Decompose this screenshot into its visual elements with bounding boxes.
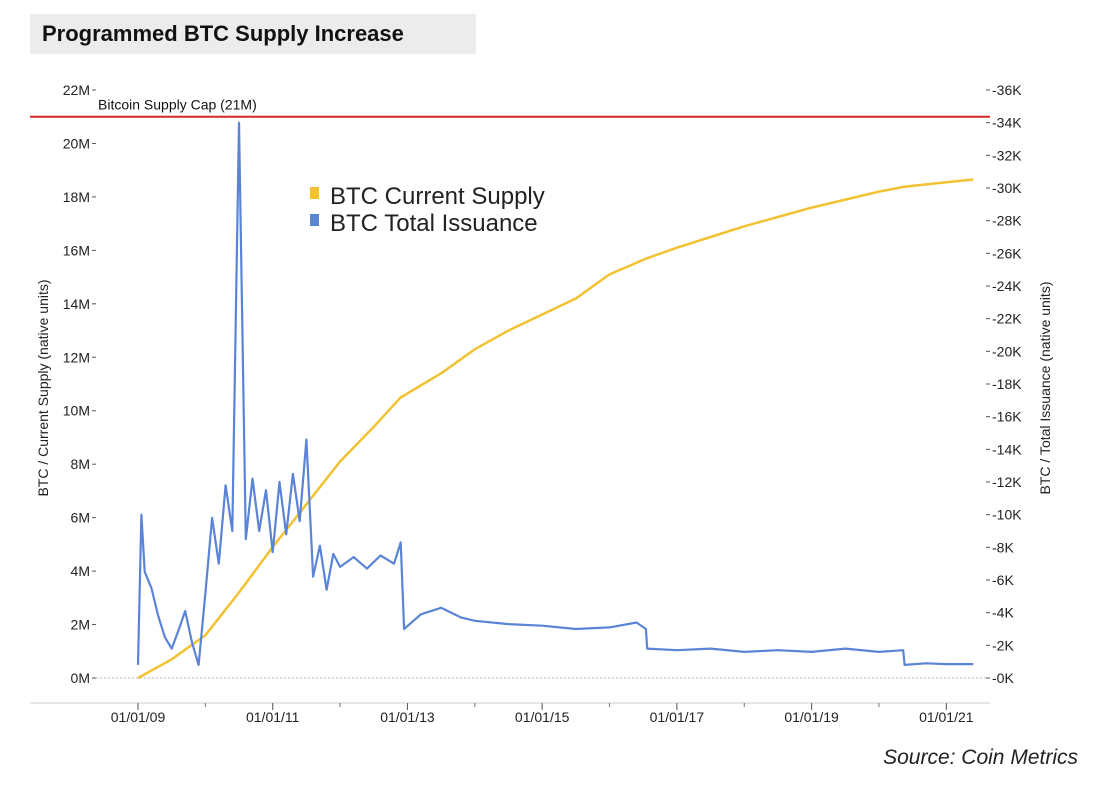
x-tick-label: 01/01/19 <box>784 709 839 725</box>
right-tick-label: -12K <box>992 474 1022 490</box>
left-tick-label: 2M <box>71 617 90 633</box>
chart-title: Programmed BTC Supply Increase <box>42 21 404 46</box>
right-tick-label: -2K <box>992 637 1014 653</box>
left-tick-label: 8M <box>71 456 90 472</box>
legend-label: BTC Current Supply <box>330 183 545 210</box>
title-banner: Programmed BTC Supply Increase <box>30 14 476 54</box>
right-tick-label: -22K <box>992 311 1022 327</box>
left-tick-label: 14M <box>63 296 90 312</box>
source-note: Source: Coin Metrics <box>883 746 1078 769</box>
right-tick-label: -36K <box>992 82 1022 98</box>
series-group <box>136 121 974 680</box>
series-line-total-issuance <box>136 121 974 667</box>
legend-swatch <box>310 214 319 226</box>
right-tick-label: -6K <box>992 572 1014 588</box>
axes-group: 0M 2M 4M 6M 8M 10M 12M 14M 16M 18M 20M 22M -0K -2K -4K… <box>30 82 1053 725</box>
right-tick-label: -28K <box>992 213 1022 229</box>
left-tick-label: 6M <box>71 510 90 526</box>
right-tick-label: -34K <box>992 115 1022 131</box>
right-tick-label: -26K <box>992 245 1022 261</box>
right-tick-label: -30K <box>992 180 1022 196</box>
x-tick-label: 01/01/13 <box>380 709 435 725</box>
left-tick-label: 4M <box>71 563 90 579</box>
left-tick-label: 10M <box>63 403 90 419</box>
x-tick-label: 01/01/11 <box>246 709 300 725</box>
right-tick-label: -18K <box>992 376 1022 392</box>
right-tick-label: -4K <box>992 605 1014 621</box>
right-tick-label: -0K <box>992 670 1014 686</box>
left-tick-label: 12M <box>63 349 90 365</box>
right-tick-label: -8K <box>992 539 1014 555</box>
left-tick-label: 0M <box>71 670 90 686</box>
right-tick-label: -16K <box>992 409 1022 425</box>
left-tick-label: 18M <box>63 189 90 205</box>
right-tick-label: -24K <box>992 278 1022 294</box>
supply-cap-label: Bitcoin Supply Cap (21M) <box>98 97 257 113</box>
x-tick-label: 01/01/17 <box>650 709 705 725</box>
left-axis-title: BTC / Current Supply (native units) <box>35 279 51 496</box>
right-tick-label: -20K <box>992 343 1022 359</box>
legend-label: BTC Total Issuance <box>330 210 538 237</box>
left-tick-label: 22M <box>63 82 90 98</box>
x-tick-label: 01/01/21 <box>919 709 974 725</box>
right-tick-label: -32K <box>992 147 1022 163</box>
right-axis-title: BTC / Total Issuance (native units) <box>1037 282 1053 495</box>
left-tick-label: 20M <box>63 135 90 151</box>
overlay-group: Bitcoin Supply Cap (21M) BTC Current Supp… <box>30 97 990 237</box>
legend-swatch <box>310 187 319 199</box>
series-line-current-supply <box>137 178 974 680</box>
left-tick-label: 16M <box>63 242 90 258</box>
right-tick-label: -10K <box>992 507 1022 523</box>
x-tick-label: 01/01/09 <box>111 709 166 725</box>
x-tick-label: 01/01/15 <box>515 709 570 725</box>
right-tick-label: -14K <box>992 441 1022 457</box>
